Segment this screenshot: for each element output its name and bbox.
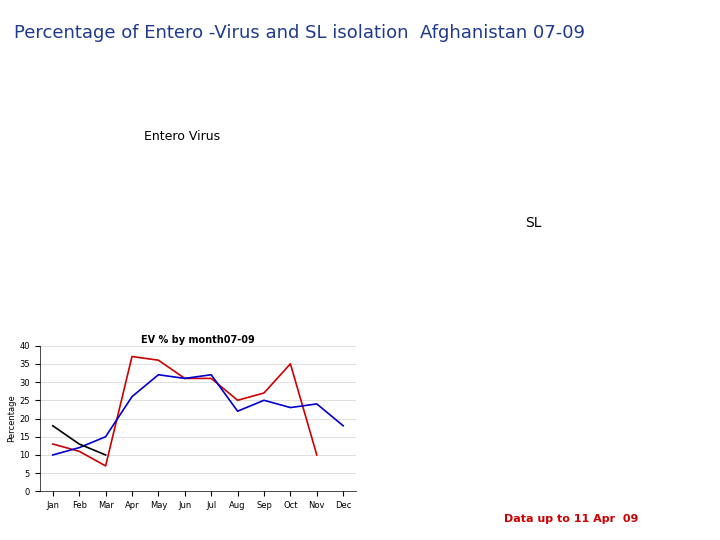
Text: SL: SL [526, 216, 542, 230]
Text: Percentage of Entero -Virus and SL isolation  Afghanistan 07-09: Percentage of Entero -Virus and SL isola… [14, 24, 585, 42]
Y-axis label: Percentage: Percentage [7, 395, 17, 442]
Text: Entero Virus: Entero Virus [144, 130, 220, 143]
Title: EV % by month07-09: EV % by month07-09 [141, 335, 255, 345]
Text: Data up to 11 Apr  09: Data up to 11 Apr 09 [504, 514, 639, 524]
